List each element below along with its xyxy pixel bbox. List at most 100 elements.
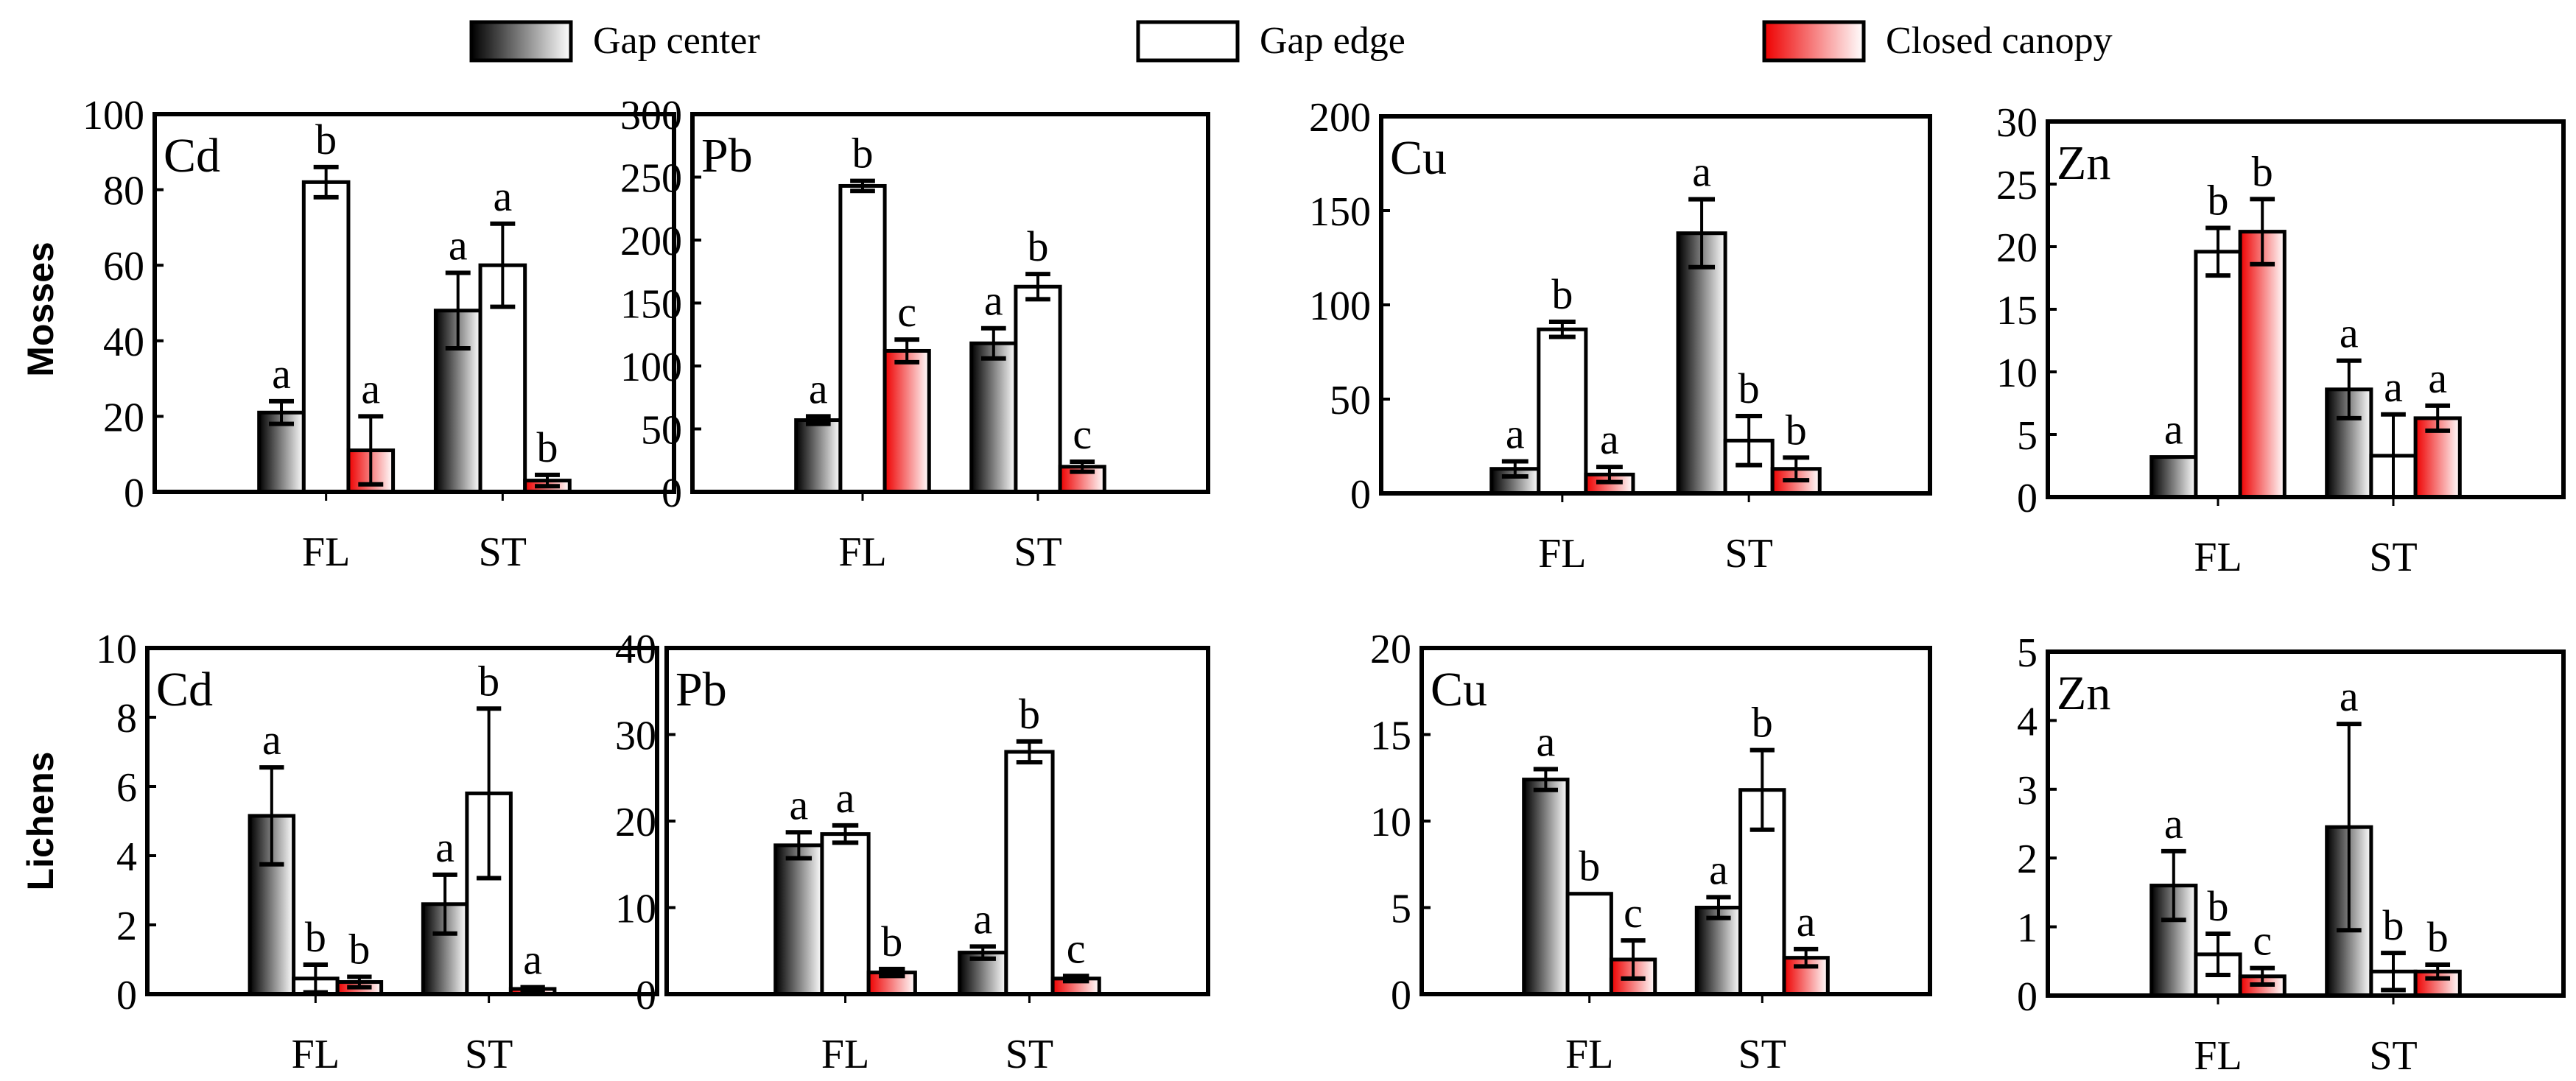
y-tick-label: 300	[620, 93, 682, 138]
significance-letter: a	[2340, 672, 2359, 720]
y-tick-label: 2	[116, 904, 137, 949]
x-tick-label-st: ST	[2369, 535, 2417, 580]
y-tick-label: 100	[1309, 284, 1371, 329]
plot-frame	[1419, 646, 1932, 996]
x-tick-label-st: ST	[1014, 529, 1061, 575]
panel-title: Cu	[1431, 663, 1487, 716]
plot-frame	[152, 112, 676, 494]
significance-letter: b	[852, 130, 874, 177]
bar-gap-edge-st	[1014, 284, 1062, 494]
significance-letter: c	[2253, 917, 2272, 965]
significance-letter: b	[536, 423, 558, 471]
legend-swatch-closed-canopy	[1762, 20, 1866, 63]
significance-letter: b	[2252, 147, 2273, 195]
bar-gap-center-st	[969, 341, 1018, 494]
significance-letter: a	[984, 277, 1003, 325]
bar-gap-edge-fl	[838, 183, 887, 494]
y-tick-label: 15	[1996, 288, 2038, 334]
significance-letter: b	[2427, 913, 2449, 961]
bar-gap-edge-fl	[820, 832, 871, 996]
y-tick-label: 2	[2017, 837, 2038, 882]
y-tick-label: 8	[116, 696, 137, 742]
bar-gap-edge-st	[1004, 750, 1055, 996]
bar-gap-center-fl	[2149, 455, 2198, 499]
significance-letter: a	[2164, 406, 2183, 454]
x-tick-label-fl: FL	[2194, 535, 2242, 580]
bar-closed-canopy-fl	[2238, 230, 2287, 499]
x-tick-label-fl: FL	[302, 529, 350, 575]
significance-letter: b	[478, 657, 499, 705]
bar-gap-center-fl	[1522, 778, 1570, 996]
y-tick-label: 80	[103, 169, 144, 214]
plot-frame	[2046, 119, 2566, 499]
y-tick-label: 15	[1370, 714, 1411, 759]
significance-letter: a	[435, 823, 455, 871]
x-tick-label-st: ST	[1006, 1032, 1053, 1077]
y-tick-label: 6	[116, 765, 137, 811]
y-tick-label: 0	[116, 973, 137, 1018]
x-tick-label-fl: FL	[1565, 1032, 1613, 1077]
y-tick-label: 10	[615, 887, 656, 932]
x-tick-label-st: ST	[1738, 1032, 1786, 1077]
y-tick-label: 5	[2017, 413, 2038, 459]
bar-gap-edge-fl	[301, 180, 351, 494]
significance-letter: a	[2428, 354, 2447, 402]
significance-letter: a	[449, 221, 468, 269]
y-tick-label: 20	[1370, 627, 1411, 672]
significance-letter: b	[1738, 365, 1760, 412]
x-tick-label-fl: FL	[2194, 1033, 2242, 1079]
y-tick-label: 150	[1309, 189, 1371, 235]
legend-label-gap-center: Gap center	[593, 20, 760, 62]
plot-frame	[1379, 114, 1932, 496]
x-tick-label-fl: FL	[821, 1032, 869, 1077]
y-tick-label: 30	[615, 714, 656, 759]
significance-letter: b	[1579, 842, 1600, 890]
significance-letter: c	[1073, 410, 1092, 458]
y-tick-label: 0	[636, 973, 656, 1018]
bar-gap-edge-fl	[2194, 250, 2242, 499]
y-tick-label: 0	[661, 471, 682, 516]
y-tick-label: 60	[103, 244, 144, 289]
significance-letter: c	[1067, 924, 1086, 972]
significance-letter: a	[809, 365, 828, 412]
significance-letter: b	[1028, 222, 1049, 270]
y-tick-label: 4	[2017, 699, 2038, 744]
significance-letter: a	[1709, 845, 1728, 893]
significance-letter: a	[789, 781, 808, 828]
y-tick-label: 5	[1391, 887, 1411, 932]
significance-letter: b	[315, 116, 337, 163]
legend: Gap center Gap edge Closed canopy	[469, 20, 2113, 63]
significance-letter: b	[2208, 177, 2229, 225]
legend-swatch-gap-edge	[1136, 20, 1240, 63]
x-tick-label-fl: FL	[292, 1032, 340, 1077]
significance-letter: a	[1600, 415, 1619, 463]
panel-title: Zn	[2057, 136, 2110, 190]
significance-letter: a	[262, 716, 281, 764]
significance-letter: a	[1797, 898, 1816, 946]
significance-letter: a	[836, 774, 855, 822]
significance-letter: b	[2383, 901, 2404, 949]
y-tick-label: 3	[2017, 768, 2038, 814]
significance-letter: b	[1786, 406, 1807, 454]
y-tick-label: 0	[1391, 973, 1411, 1018]
significance-letter: b	[1551, 270, 1573, 318]
panel-title: Cu	[1390, 131, 1447, 185]
y-tick-label: 200	[620, 219, 682, 264]
panel-title: Cd	[164, 129, 220, 183]
legend-label-gap-edge: Gap edge	[1260, 20, 1405, 62]
y-tick-label: 20	[615, 800, 656, 845]
significance-letter: a	[523, 936, 542, 984]
y-tick-label: 50	[641, 408, 682, 454]
bar-gap-edge-fl	[1565, 892, 1613, 996]
y-tick-label: 250	[620, 156, 682, 202]
significance-letter: a	[272, 350, 291, 398]
x-tick-label-fl: FL	[1538, 531, 1586, 577]
significance-letter: b	[2208, 882, 2229, 930]
